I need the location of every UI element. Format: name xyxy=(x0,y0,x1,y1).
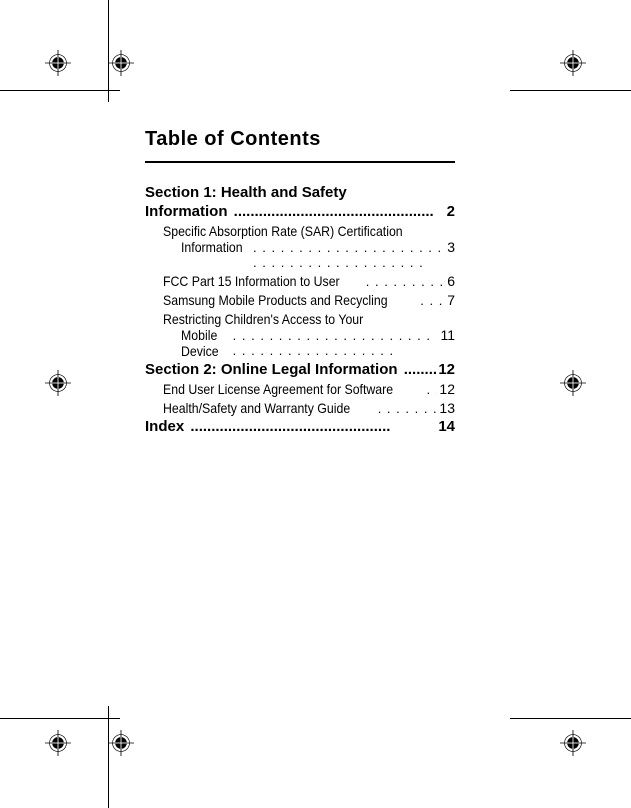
title-underline xyxy=(145,161,455,163)
toc-section-1: Section 1: Health and Safety Information… xyxy=(145,183,455,220)
toc-item-sar-line2: Information xyxy=(181,239,243,255)
registration-mark-icon xyxy=(45,50,71,76)
leader-dots: ........................................… xyxy=(404,361,437,378)
toc-item-children-line1: Restricting Children's Access to Your xyxy=(163,311,420,327)
leader-dots: . . . . . . . . . . . . . . . . . . . . … xyxy=(426,382,437,397)
section-2-page: 12 xyxy=(438,361,455,378)
toc-item-fcc-label: FCC Part 15 Information to User xyxy=(163,273,340,289)
crop-gap-top xyxy=(120,88,510,93)
leader-dots: . . . . . . . . . . . . . . . . . . . . … xyxy=(233,328,439,358)
registration-mark-icon xyxy=(108,50,134,76)
leader-dots: . . . . . . . . . . . . . . . . . . . . … xyxy=(378,401,438,416)
registration-mark-icon xyxy=(560,730,586,756)
toc-item-recycling-page: 7 xyxy=(447,292,455,308)
toc-item-warranty-page: 13 xyxy=(439,400,455,416)
index-label: Index xyxy=(145,418,188,435)
crop-gap-bottom xyxy=(120,716,510,721)
registration-mark-icon xyxy=(108,730,134,756)
toc-index: Index ..................................… xyxy=(145,418,455,435)
registration-mark-icon xyxy=(45,370,71,396)
registration-mark-icon xyxy=(560,50,586,76)
registration-mark-icon xyxy=(45,730,71,756)
leader-dots: . . . . . . . . . . . . . . . . . . . . … xyxy=(366,274,445,289)
page-title: Table of Contents xyxy=(145,128,455,157)
section-1-line2: Information xyxy=(145,203,232,220)
leader-dots: . . . . . . . . . . . . . . . . . . . . … xyxy=(420,293,445,308)
toc-item-recycling: Samsung Mobile Products and Recycling . … xyxy=(145,292,455,308)
leader-dots: ........................................… xyxy=(190,418,436,435)
toc-item-eula-page: 12 xyxy=(439,381,455,397)
toc-item-fcc-page: 6 xyxy=(447,273,455,289)
toc-item-sar: Specific Absorption Rate (SAR) Certifica… xyxy=(145,223,455,270)
toc-item-eula: End User License Agreement for Software … xyxy=(145,381,455,397)
toc-section-2: Section 2: Online Legal Information ....… xyxy=(145,361,455,378)
toc-item-children-line2: Mobile Device xyxy=(181,327,225,359)
toc-item-eula-label: End User License Agreement for Software xyxy=(163,381,393,397)
page-content: Table of Contents Section 1: Health and … xyxy=(145,128,455,435)
toc-item-sar-page: 3 xyxy=(447,239,455,255)
index-page: 14 xyxy=(438,418,455,435)
toc-item-warranty-label: Health/Safety and Warranty Guide xyxy=(163,400,350,416)
section-1-line1: Section 1: Health and Safety xyxy=(145,183,455,203)
section-1-page: 2 xyxy=(447,203,455,220)
leader-dots: ........................................… xyxy=(234,203,445,220)
registration-mark-icon xyxy=(560,370,586,396)
leader-dots: . . . . . . . . . . . . . . . . . . . . … xyxy=(253,240,445,270)
toc-item-children: Restricting Children's Access to Your Mo… xyxy=(145,311,455,359)
toc-item-sar-line1: Specific Absorption Rate (SAR) Certifica… xyxy=(163,223,420,239)
crop-gap-left xyxy=(106,102,111,706)
toc-item-recycling-label: Samsung Mobile Products and Recycling xyxy=(163,292,388,308)
toc-item-warranty: Health/Safety and Warranty Guide . . . .… xyxy=(145,400,455,416)
table-of-contents: Section 1: Health and Safety Information… xyxy=(145,183,455,435)
section-2-label: Section 2: Online Legal Information xyxy=(145,361,402,378)
toc-item-fcc: FCC Part 15 Information to User . . . . … xyxy=(145,273,455,289)
toc-item-children-page: 11 xyxy=(440,327,455,343)
